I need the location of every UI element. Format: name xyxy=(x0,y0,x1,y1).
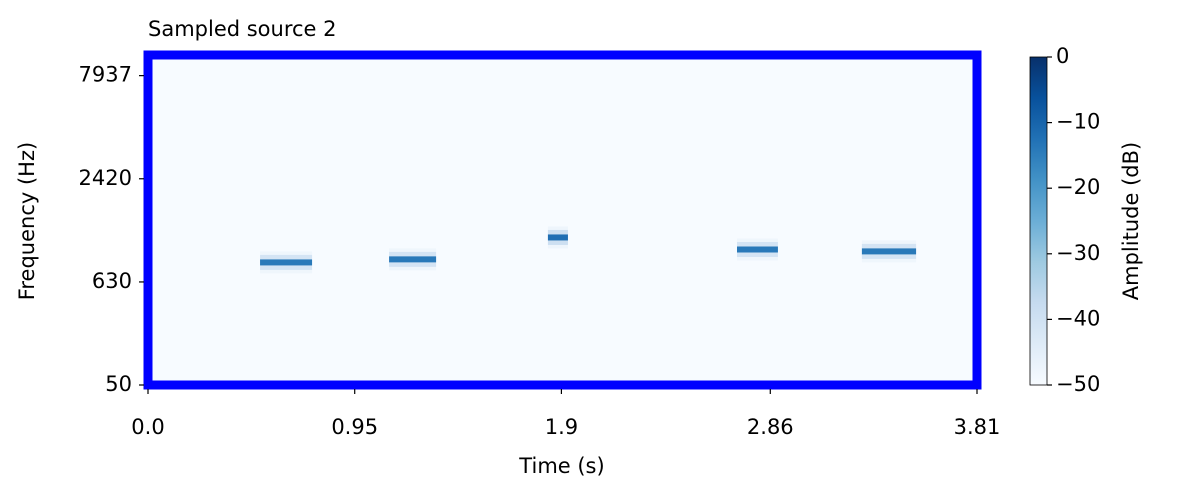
event-core xyxy=(547,234,568,241)
colorbar-tick-label: −50 xyxy=(1056,372,1100,396)
y-tick-label: 50 xyxy=(105,372,132,396)
x-axis-label: Time (s) xyxy=(518,454,604,478)
y-axis-label: Frequency (Hz) xyxy=(15,142,39,300)
spectrogram-background xyxy=(148,55,977,385)
event-core xyxy=(861,248,917,255)
colorbar xyxy=(1029,56,1048,386)
x-tick-label: 2.86 xyxy=(747,415,794,439)
chart-title: Sampled source 2 xyxy=(148,17,337,41)
event xyxy=(737,238,778,261)
event-core xyxy=(260,259,313,266)
colorbar-tick-label: −20 xyxy=(1056,175,1100,199)
event-core xyxy=(389,256,437,263)
x-tick-label: 0.0 xyxy=(131,415,164,439)
event-core xyxy=(737,246,778,253)
event xyxy=(547,226,568,249)
x-tick-label: 1.9 xyxy=(545,415,578,439)
plot-frame xyxy=(143,50,982,390)
colorbar-tick-label: −30 xyxy=(1056,241,1100,265)
event xyxy=(861,240,917,263)
y-tick-label: 7937 xyxy=(79,63,132,87)
colorbar-tick-label: −40 xyxy=(1056,306,1100,330)
event xyxy=(260,251,313,274)
x-tick-label: 0.95 xyxy=(331,415,378,439)
y-tick-label: 2420 xyxy=(79,166,132,190)
event xyxy=(389,248,437,271)
y-tick-label: 630 xyxy=(92,269,132,293)
colorbar-tick-label: 0 xyxy=(1056,44,1069,68)
x-tick-label: 3.81 xyxy=(954,415,1001,439)
colorbar-tick-label: −10 xyxy=(1056,110,1100,134)
colorbar-label: Amplitude (dB) xyxy=(1119,142,1143,300)
